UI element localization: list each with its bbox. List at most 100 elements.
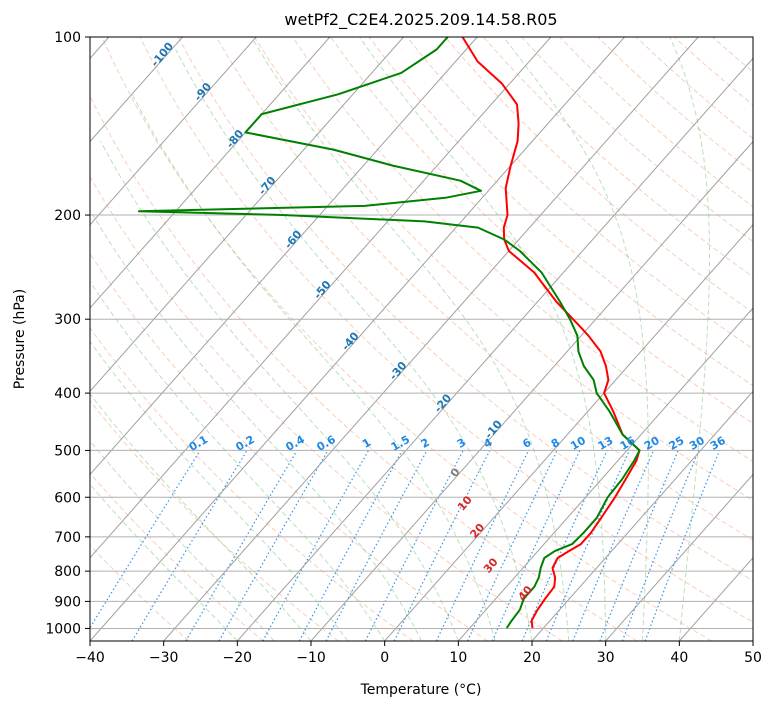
x-tick-label: 10 (449, 650, 467, 666)
y-axis-title: Pressure (hPa) (12, 289, 28, 389)
mixing-ratio-line (90, 450, 201, 629)
x-tick-label: 20 (523, 650, 541, 666)
isotherm-line (90, 37, 552, 559)
series-line-1 (137, 37, 641, 629)
moist-adiabat-label: 0 (448, 465, 463, 479)
y-tick-label: 800 (54, 564, 81, 580)
mixing-ratio-line (185, 450, 298, 641)
x-tick-label: 50 (744, 650, 762, 666)
dry-adiabat-line (90, 472, 264, 641)
plot-frame (89, 36, 754, 642)
moist-adiabat-line (90, 483, 238, 641)
dry-adiabat-line (139, 37, 753, 623)
x-tick-label: −10 (296, 650, 326, 666)
dry-adiabat-line (483, 37, 753, 278)
mixing-ratio-line (393, 450, 491, 641)
background-lines (90, 37, 753, 641)
y-tick-label: 100 (54, 30, 81, 46)
mixing-ratio-label: 2 (419, 436, 432, 451)
moist-adiabat-line (503, 37, 649, 641)
y-tick-label: 900 (54, 594, 81, 610)
moist-adiabat-label: 30 (481, 555, 501, 575)
moist-adiabat-line (100, 140, 459, 641)
isotherm-line (236, 57, 753, 641)
dry-adiabat-label: -90 (191, 80, 214, 104)
mixing-ratio-line (599, 450, 679, 641)
dry-adiabat-label: -80 (224, 127, 247, 151)
mixing-ratio-line (572, 450, 655, 641)
isotherm-line (531, 390, 753, 641)
dry-adiabat-label: -100 (148, 40, 176, 70)
isotherm-line (90, 37, 478, 476)
moist-adiabat-label: 20 (468, 521, 488, 541)
chart-title: wetPf2_C2E4.2025.209.14.58.R05 (284, 10, 557, 30)
dry-adiabat-line (254, 37, 753, 501)
dry-adiabat-label: -70 (256, 174, 279, 198)
moist-adiabat-label: 40 (515, 583, 535, 603)
y-tick-label: 300 (54, 312, 81, 328)
series-line-0 (461, 37, 641, 629)
y-tick-label: 600 (54, 490, 81, 506)
y-axis-ticks: 100 200 300 400 500 600 700 800 900 1000 (45, 30, 90, 637)
dry-adiabat-line (90, 544, 190, 641)
isotherm-line (457, 307, 753, 641)
isotherm-line (752, 640, 753, 641)
mixing-ratio-line (364, 450, 464, 641)
series-lines (137, 37, 641, 629)
moist-adiabat-line (90, 393, 312, 641)
x-axis-title: Temperature (°C) (360, 682, 482, 698)
moist-adiabat-line (669, 37, 710, 641)
isotherm-line (384, 224, 753, 641)
x-tick-label: 30 (597, 650, 615, 666)
y-tick-label: 1000 (45, 621, 81, 637)
grid-lines (90, 37, 753, 641)
mixing-ratio-line (644, 450, 721, 641)
moist-adiabat-line (131, 94, 496, 641)
dry-adiabat-line (177, 37, 753, 582)
mixing-ratio-line (218, 450, 329, 641)
dry-adiabat-line (90, 94, 638, 641)
moist-adiabat-line (90, 209, 422, 641)
mixing-ratio-line (298, 450, 403, 641)
isotherm-line (90, 37, 404, 393)
mixing-ratio-label: 3 (455, 436, 468, 451)
mixing-ratio-line (435, 450, 530, 641)
dry-adiabat-line (712, 37, 753, 73)
isotherm-line (90, 37, 257, 226)
dry-adiabat-line (90, 175, 563, 641)
dry-adiabat-label: -30 (387, 359, 410, 383)
mixing-ratio-line (466, 450, 558, 641)
dry-adiabat-line (521, 37, 753, 243)
x-tick-label: 40 (670, 650, 688, 666)
x-tick-label: −20 (223, 650, 253, 666)
isotherm-line (163, 37, 699, 641)
isotherm-line (90, 37, 625, 641)
isotherm-line (90, 37, 331, 309)
dry-adiabat-label: -20 (432, 391, 455, 415)
moist-adiabat-label: 10 (455, 493, 475, 513)
dry-adiabat-line (368, 37, 753, 387)
mixing-ratio-line (621, 450, 700, 641)
x-axis-ticks: −40 −30 −20 −10 0 10 20 30 40 50 (75, 641, 762, 666)
mixing-ratio-line (262, 450, 370, 641)
isotherm-line (310, 140, 753, 641)
dry-adiabat-line (406, 37, 753, 350)
y-tick-label: 200 (54, 208, 81, 224)
y-tick-label: 500 (54, 443, 81, 459)
y-tick-label: 700 (54, 530, 81, 546)
moist-adiabat-line (251, 37, 570, 641)
dry-adiabat-line (90, 252, 488, 641)
inner-labels: 0.1 0.2 0.4 0.6 1 1.5 2 3 4 6 8 10 13 16 20 25 30 36-100-… (148, 40, 728, 604)
isotherm-line (678, 557, 753, 641)
dry-adiabat-label: -60 (282, 228, 305, 252)
dry-adiabat-line (101, 37, 712, 641)
x-tick-label: 0 (380, 650, 389, 666)
dry-adiabat-line (90, 399, 339, 641)
y-tick-label: 400 (54, 386, 81, 402)
moist-adiabat-line (90, 280, 386, 641)
dry-adiabat-label: -50 (311, 278, 334, 302)
mixing-ratio-line (325, 450, 428, 641)
dry-adiabat-line (673, 37, 753, 106)
dry-adiabat-line (292, 37, 753, 463)
